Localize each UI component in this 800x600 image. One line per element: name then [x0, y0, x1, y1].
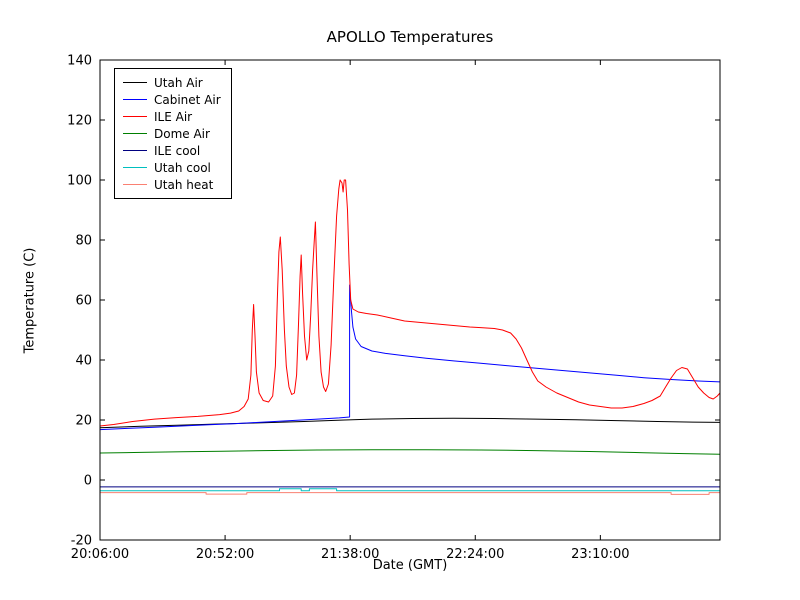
legend-line-swatch	[123, 184, 147, 185]
legend-label: Utah Air	[154, 75, 203, 90]
y-tick-label: 40	[75, 354, 92, 369]
legend-item-ile-air: ILE Air	[123, 108, 221, 125]
legend-label: Cabinet Air	[154, 92, 221, 107]
legend-item-ile-cool: ILE cool	[123, 142, 221, 159]
y-tick-label: -20	[71, 534, 92, 549]
y-tick-label: 0	[84, 474, 92, 489]
legend-label: ILE Air	[154, 109, 193, 124]
y-tick-label: 120	[67, 114, 92, 129]
legend-item-dome-air: Dome Air	[123, 125, 221, 142]
y-tick-label: 60	[75, 294, 92, 309]
legend-label: Utah heat	[154, 177, 214, 192]
legend-line-swatch	[123, 167, 147, 168]
legend-line-swatch	[123, 82, 147, 83]
legend-label: ILE cool	[154, 143, 201, 158]
chart-title: APOLLO Temperatures	[326, 28, 494, 46]
x-tick-label: 23:10:00	[571, 547, 629, 562]
x-tick-label: 20:06:00	[71, 547, 129, 562]
x-tick-label: 21:38:00	[321, 547, 379, 562]
legend: Utah Air Cabinet Air ILE Air Dome Air ILE co…	[114, 68, 232, 199]
legend-line-swatch	[123, 133, 147, 134]
series-line-dome-air	[99, 449, 721, 455]
y-tick-label: 80	[75, 234, 92, 249]
legend-item-cabinet-air: Cabinet Air	[123, 91, 221, 108]
x-axis-label: Date (GMT)	[372, 558, 448, 573]
series-line-utah-heat	[100, 492, 720, 495]
legend-item-utah-heat: Utah heat	[123, 176, 221, 193]
legend-label: Utah cool	[154, 160, 211, 175]
legend-line-swatch	[123, 116, 147, 117]
series-line-ile-air	[99, 179, 721, 427]
y-tick-label: 140	[67, 54, 92, 69]
x-tick-label: 22:24:00	[446, 547, 504, 562]
legend-line-swatch	[123, 150, 147, 151]
series-line-cabinet-air	[99, 284, 721, 431]
legend-item-utah-cool: Utah cool	[123, 159, 221, 176]
legend-label: Dome Air	[154, 126, 210, 141]
legend-item-utah-air: Utah Air	[123, 74, 221, 91]
y-tick-label: 100	[67, 174, 92, 189]
legend-line-swatch	[123, 99, 147, 100]
x-tick-label: 20:52:00	[196, 547, 254, 562]
series-line-utah-cool	[100, 488, 720, 492]
y-tick-label: 20	[75, 414, 92, 429]
series-line-utah-air	[99, 417, 721, 429]
